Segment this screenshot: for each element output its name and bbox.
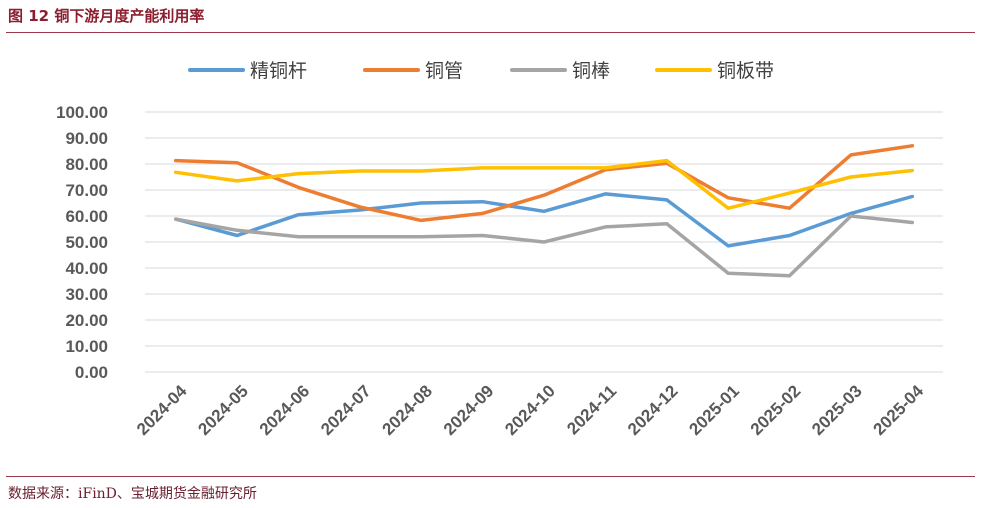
y-tick-label: 100.00	[56, 103, 108, 122]
data-point	[358, 205, 362, 209]
y-tick-label: 40.00	[65, 259, 108, 278]
data-point	[910, 195, 914, 198]
x-tick-label: 2025-01	[685, 381, 743, 439]
series-line-1	[173, 144, 915, 223]
y-axis-ticks: 0.00 10.00 20.00 30.00 40.00 50.00 60.00 70.00 8…	[56, 103, 108, 382]
data-point	[542, 166, 546, 170]
series-line-2	[173, 214, 915, 278]
y-tick-label: 30.00	[65, 285, 108, 304]
data-point	[665, 222, 669, 226]
data-point	[726, 206, 730, 210]
source-note: 数据来源：iFinD、宝城期货金融研究所	[8, 486, 257, 502]
data-point	[296, 185, 300, 189]
figure-title: 图 12 铜下游月度产能利用率	[8, 7, 205, 25]
data-point	[174, 159, 178, 163]
data-point	[419, 201, 423, 205]
y-tick-label: 80.00	[65, 155, 108, 174]
legend-label: 铜棒	[572, 60, 610, 82]
x-tick-label: 2024-07	[317, 381, 375, 439]
data-point	[542, 209, 546, 213]
data-point	[665, 198, 669, 202]
data-point	[358, 169, 362, 173]
source-divider	[6, 476, 975, 477]
x-tick-label: 2024-05	[194, 381, 252, 439]
data-point	[542, 193, 546, 197]
data-point	[419, 235, 423, 239]
series-line-0	[173, 192, 915, 248]
data-point	[296, 172, 300, 176]
data-point	[419, 218, 423, 222]
data-point	[788, 206, 792, 210]
y-tick-label: 60.00	[65, 207, 108, 226]
legend-label: 铜管	[425, 60, 463, 82]
data-point	[235, 179, 239, 183]
data-point	[788, 191, 792, 195]
y-tick-label: 0.00	[75, 363, 108, 382]
data-point	[296, 235, 300, 239]
legend-label: 精铜杆	[250, 60, 307, 82]
data-point	[788, 234, 792, 237]
data-point	[174, 217, 178, 221]
data-point	[788, 274, 792, 278]
legend-label: 铜板带	[717, 60, 774, 82]
x-tick-label: 2025-02	[747, 381, 805, 439]
legend: 精铜杆 铜管 铜棒 铜板带	[188, 60, 774, 82]
data-point	[849, 211, 853, 215]
data-point	[296, 213, 300, 217]
data-point	[726, 271, 730, 275]
data-point	[665, 159, 669, 163]
data-point	[235, 228, 239, 232]
x-tick-label: 2024-06	[256, 381, 314, 439]
data-point	[603, 166, 607, 170]
data-point	[358, 235, 362, 239]
y-tick-label: 10.00	[65, 337, 108, 356]
data-point	[481, 166, 485, 170]
data-point	[849, 153, 853, 157]
y-tick-label: 90.00	[65, 129, 108, 148]
series-lines	[173, 144, 915, 278]
data-point	[481, 211, 485, 215]
x-tick-label: 2024-09	[440, 381, 498, 439]
x-tick-label: 2024-08	[379, 381, 437, 439]
x-tick-label: 2024-04	[133, 381, 191, 439]
data-point	[910, 221, 914, 224]
line-chart: 0.00 10.00 20.00 30.00 40.00 50.00 60.00 70.00 8…	[56, 60, 943, 439]
data-point	[603, 225, 607, 229]
x-tick-label: 2024-12	[624, 381, 682, 439]
title-divider	[6, 32, 975, 33]
x-tick-label: 2024-10	[501, 381, 559, 439]
x-tick-label: 2025-03	[808, 381, 866, 439]
y-tick-label: 70.00	[65, 181, 108, 200]
data-point	[726, 244, 730, 248]
data-point	[849, 175, 853, 179]
data-point	[910, 169, 914, 172]
data-point	[910, 144, 914, 148]
x-tick-label: 2025-04	[870, 381, 928, 439]
data-point	[849, 214, 853, 218]
data-point	[481, 200, 485, 204]
x-axis-ticks: 2024-04 2024-05 2024-06 2024-07 2024-08 2024-…	[133, 381, 928, 439]
data-point	[542, 240, 546, 244]
data-point	[726, 196, 730, 200]
data-point	[419, 169, 423, 173]
data-point	[358, 208, 362, 212]
x-tick-label: 2024-11	[563, 381, 620, 438]
data-point	[235, 234, 239, 237]
y-tick-label: 20.00	[65, 311, 108, 330]
data-point	[481, 234, 485, 237]
data-point	[235, 161, 239, 165]
data-point	[174, 170, 178, 174]
y-tick-label: 50.00	[65, 233, 108, 252]
data-point	[603, 192, 607, 196]
